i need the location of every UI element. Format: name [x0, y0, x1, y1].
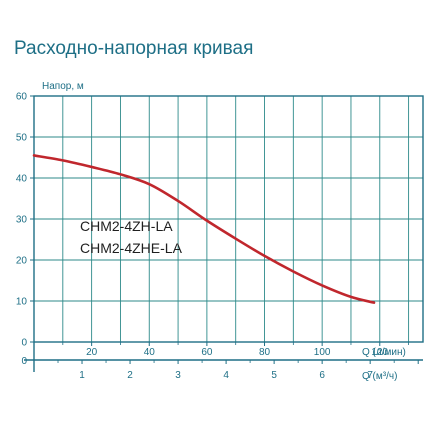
- model-label-2: CHM2-4ZHE-LA: [80, 240, 183, 256]
- series-line: [32, 154, 376, 304]
- model-label-1: CHM2-4ZH-LA: [80, 218, 173, 234]
- page-title: Расходно-напорная кривая: [14, 38, 254, 59]
- x-tick-label: 80: [259, 347, 271, 358]
- y-tick-label: 20: [16, 256, 28, 267]
- x2-tick-label: 4: [223, 370, 229, 381]
- x-axis-label-lpm: Q (л/мин): [362, 347, 406, 358]
- x2-tick-label: 5: [271, 370, 277, 381]
- y-tick-label: 30: [16, 215, 28, 226]
- x2-tick-label: 1: [79, 370, 85, 381]
- x2-tick-label: 2: [127, 370, 133, 381]
- y-tick-label: 50: [16, 133, 28, 144]
- y-axis-label: Напор, м: [42, 81, 84, 92]
- x2-tick-label: 3: [175, 370, 181, 381]
- x-axis-label-m3h: Q (м³/ч): [362, 371, 397, 382]
- y-tick-label: 10: [16, 297, 28, 308]
- x-tick-label: 120: [371, 347, 388, 358]
- chart-ticks: 0 10 20 30 40 50 60 20 40 60 80 100 120 0 1 2 3 4 5 6 7: [16, 92, 419, 381]
- x-tick-label: 40: [144, 347, 156, 358]
- y-tick-label: 40: [16, 174, 28, 185]
- y-tick-label: 60: [16, 92, 28, 103]
- x2-zero-label: 0: [21, 356, 27, 367]
- x-tick-label: 20: [86, 347, 98, 358]
- y-tick-label: 0: [21, 338, 27, 349]
- x2-tick-label: 6: [319, 370, 325, 381]
- chart-grid: [34, 96, 423, 342]
- x-tick-label: 60: [201, 347, 213, 358]
- x-tick-label: 100: [314, 347, 331, 358]
- x2-tick-label: 7: [367, 370, 373, 381]
